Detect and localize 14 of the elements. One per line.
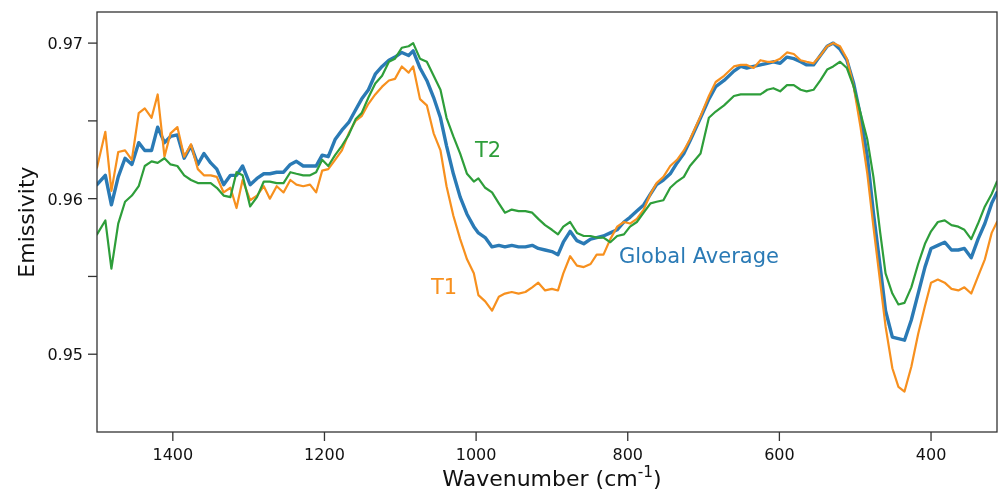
y-tick-label: 0.97	[47, 34, 83, 54]
x-axis-title: Wavenumber (cm$^{-1}$)	[442, 463, 662, 491]
y-tick-label: 0.95	[47, 345, 83, 365]
series-label: T2	[474, 138, 502, 162]
x-tick-label: 800	[612, 445, 644, 464]
x-tick-label: 1000	[455, 445, 497, 464]
x-tick-label: 1400	[152, 445, 194, 464]
series-label: T1	[430, 275, 458, 299]
x-tick-label: 1200	[304, 445, 345, 464]
x-tick-label: 600	[764, 445, 795, 464]
y-axis-title: Emissivity	[14, 166, 39, 278]
series-label: Global Average	[619, 244, 779, 268]
y-tick-label: 0.96	[47, 189, 83, 209]
x-tick-label: 400	[915, 445, 947, 464]
